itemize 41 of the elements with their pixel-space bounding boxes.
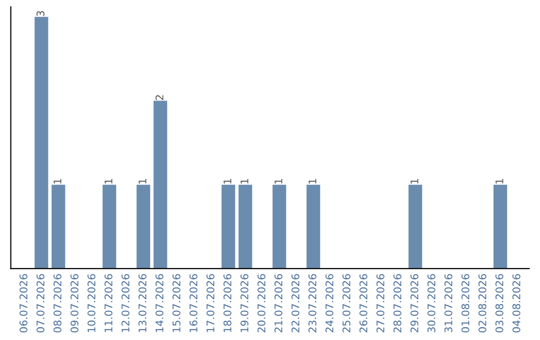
x-tick-label: 14.07.2026: [156, 274, 164, 332]
data-label: 1: [410, 179, 418, 184]
x-tick-label: 15.07.2026: [172, 274, 180, 332]
x-tick-label: 31.07.2026: [444, 274, 452, 332]
x-tick-label: 22.07.2026: [291, 274, 300, 332]
data-label: 1: [224, 179, 232, 184]
x-tick-label: 11.07.2026: [104, 274, 112, 332]
x-tick-label: 06.07.2026: [20, 274, 28, 332]
x-tick-label: 28.07.2026: [393, 274, 402, 332]
x-tick-label: 03.08.2026: [495, 274, 504, 332]
x-tick-label: 21.07.2026: [274, 274, 282, 332]
x-tick-label: 25.07.2026: [342, 274, 350, 332]
x-tick-label: 30.07.2026: [427, 274, 436, 332]
data-label: 2: [156, 95, 164, 100]
x-tick-label: 20.07.2026: [257, 274, 266, 332]
x-tick-label: 10.07.2026: [88, 274, 96, 332]
data-label: 1: [308, 179, 316, 184]
x-tick-label: 08.07.2026: [54, 274, 62, 332]
data-label: 1: [54, 179, 62, 184]
data-label: 1: [240, 179, 248, 184]
x-tick-label: 18.07.2026: [224, 274, 232, 332]
x-tick-label: 26.07.2026: [359, 274, 368, 332]
x-tick-label: 04.08.2026: [512, 274, 520, 332]
x-tick-label: 23.07.2026: [308, 274, 316, 332]
data-label: 3: [36, 11, 44, 16]
x-tick-label: 07.07.2026: [36, 274, 44, 332]
x-tick-label: 09.07.2026: [70, 274, 78, 332]
x-tick-label: 12.07.2026: [122, 274, 130, 332]
data-label: 1: [104, 179, 112, 184]
x-tick-label: 29.07.2026: [410, 274, 418, 332]
x-tick-label: 01.08.2026: [461, 274, 470, 332]
x-tick-label: 13.07.2026: [138, 274, 146, 332]
x-tick-label: 24.07.2026: [325, 274, 334, 332]
x-tick-label: 19.07.2026: [240, 274, 248, 332]
data-label: 1: [274, 179, 282, 184]
x-tick-label: 17.07.2026: [206, 274, 214, 332]
data-label: 1: [496, 179, 504, 184]
x-tick-label: 16.07.2026: [190, 274, 198, 332]
x-tick-label: 02.08.2026: [478, 274, 486, 332]
x-tick-label: 27.07.2026: [376, 274, 384, 332]
data-label: 1: [138, 179, 146, 184]
